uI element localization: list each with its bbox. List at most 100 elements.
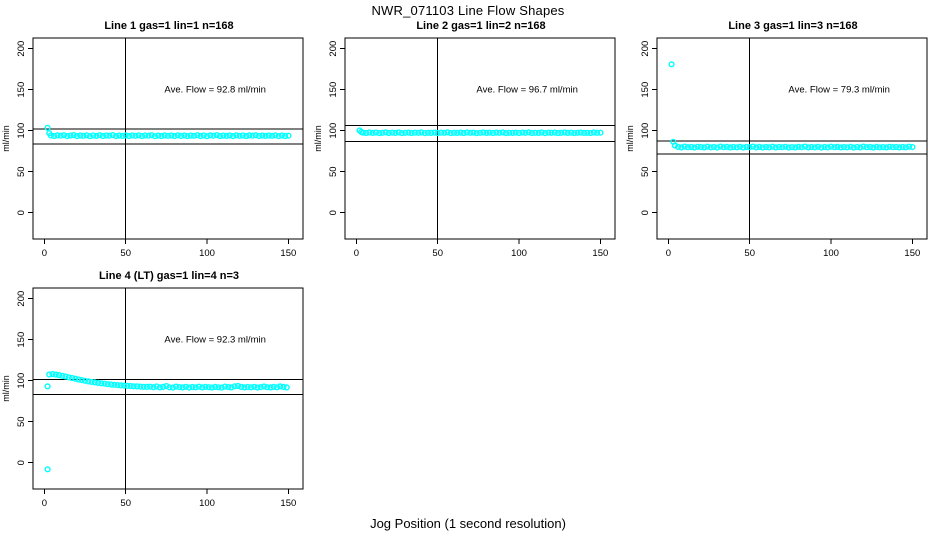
- data-point: [244, 383, 251, 391]
- data-point: [499, 129, 506, 136]
- subplot-canvas-line-1: 0 50 100 150 0 50 100 150 200 ml/min Ave. Flow = 9…: [1, 37, 304, 259]
- data-point: [239, 132, 246, 139]
- data-point: [145, 132, 152, 139]
- data-point: [723, 143, 731, 151]
- data-point: [421, 129, 428, 137]
- data-point: [542, 129, 549, 137]
- data-point: [551, 129, 558, 136]
- data-point: [132, 132, 139, 139]
- data-point: [382, 129, 389, 136]
- data-point: [86, 133, 94, 140]
- ave-flow-annotation: Ave. Flow = 79.3 ml/min: [788, 85, 889, 96]
- data-point: [418, 129, 425, 136]
- data-point: [821, 143, 828, 151]
- data-point: [199, 384, 206, 391]
- data-point: [77, 132, 84, 139]
- data-point: [270, 383, 277, 391]
- data-point: [785, 144, 792, 151]
- data-point: [246, 132, 253, 139]
- data-point: [272, 132, 279, 139]
- data-point: [392, 129, 399, 137]
- data-point: [44, 124, 51, 131]
- data-point: [94, 379, 102, 387]
- data-point: [827, 143, 835, 150]
- data-point: [65, 374, 72, 381]
- data-point: [130, 383, 137, 390]
- data-point: [379, 129, 386, 136]
- data-point: [195, 383, 203, 390]
- y-tick-label: 0: [16, 460, 27, 465]
- subplot-canvas-line-3: 0 50 100 150 0 50 100 150 200 ml/min Ave. Flow = 7…: [625, 37, 928, 259]
- x-tick-label: 150: [904, 248, 920, 259]
- data-point: [233, 132, 240, 139]
- data-point: [140, 383, 147, 390]
- data-point: [896, 144, 903, 151]
- data-point: [444, 129, 451, 136]
- ave-flow-annotation: Ave. Flow = 96.7 ml/min: [476, 85, 577, 96]
- data-point: [756, 143, 763, 151]
- x-tick-label: 0: [42, 248, 47, 259]
- data-point: [282, 132, 289, 140]
- data-point: [109, 131, 116, 139]
- data-point: [129, 132, 136, 139]
- data-point: [106, 132, 113, 139]
- plot-box: [32, 37, 304, 240]
- data-point: [740, 144, 747, 151]
- data-point: [54, 132, 61, 139]
- data-point: [221, 383, 229, 390]
- data-point: [847, 143, 854, 150]
- data-point: [218, 384, 225, 391]
- data-point: [359, 129, 367, 136]
- data-point: [137, 383, 144, 390]
- y-tick-label: 100: [328, 123, 339, 139]
- data-point: [814, 143, 822, 150]
- data-point: [496, 129, 503, 136]
- y-axis-label: ml/min: [625, 125, 635, 152]
- data-point: [519, 129, 526, 136]
- data-point: [57, 132, 64, 139]
- x-tick-label: 100: [199, 248, 215, 259]
- data-point: [590, 129, 598, 136]
- data-point: [148, 132, 155, 139]
- data-point: [749, 143, 757, 150]
- data-point: [766, 144, 773, 151]
- data-point: [782, 143, 789, 150]
- data-point: [366, 129, 373, 136]
- data-point: [220, 132, 227, 139]
- data-point: [212, 383, 219, 391]
- data-point: [226, 132, 233, 139]
- data-point: [684, 144, 692, 151]
- data-point: [192, 384, 199, 391]
- data-point: [450, 129, 458, 136]
- data-point: [671, 142, 679, 149]
- x-tick-label: 100: [511, 248, 527, 259]
- data-point: [55, 371, 63, 379]
- data-point: [860, 143, 867, 150]
- data-point: [528, 129, 536, 137]
- data-point: [168, 132, 175, 139]
- data-point: [831, 144, 838, 151]
- data-point: [854, 143, 861, 151]
- data-point: [733, 144, 740, 151]
- figure-title: NWR_071103 Line Flow Shapes: [371, 3, 565, 18]
- data-point: [402, 129, 409, 136]
- data-point: [256, 132, 263, 140]
- subplot-canvas-line-2: 0 50 100 150 0 50 100 150 200 ml/min Ave. Flow = 9…: [313, 37, 616, 259]
- subplot-title: Line 3 gas=1 lin=3 n=168: [728, 20, 858, 32]
- data-point: [597, 129, 604, 136]
- data-point: [143, 383, 151, 391]
- data-point: [68, 374, 76, 382]
- data-point: [463, 129, 471, 136]
- data-point: [269, 132, 276, 139]
- data-point: [260, 383, 268, 390]
- data-point: [44, 383, 51, 390]
- data-point: [238, 383, 245, 391]
- data-point: [538, 129, 545, 136]
- data-point: [223, 132, 230, 140]
- y-axis-label: ml/min: [1, 125, 11, 152]
- data-point: [59, 372, 66, 379]
- data-point: [283, 384, 290, 391]
- data-point: [177, 132, 185, 140]
- data-point: [688, 143, 695, 151]
